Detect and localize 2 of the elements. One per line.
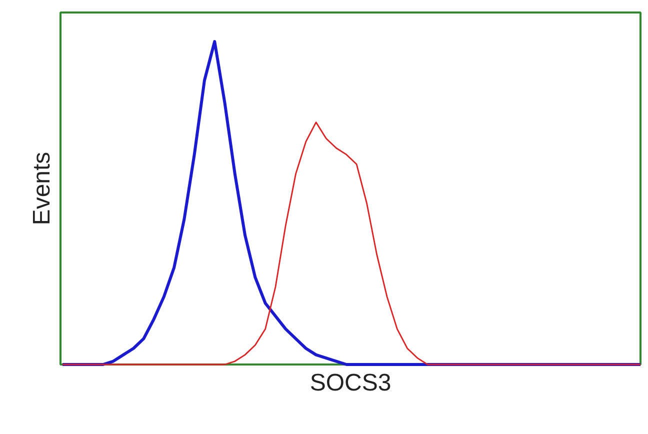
x-axis-title: SOCS3 bbox=[310, 370, 392, 396]
y-axis-title: Events bbox=[28, 152, 56, 226]
